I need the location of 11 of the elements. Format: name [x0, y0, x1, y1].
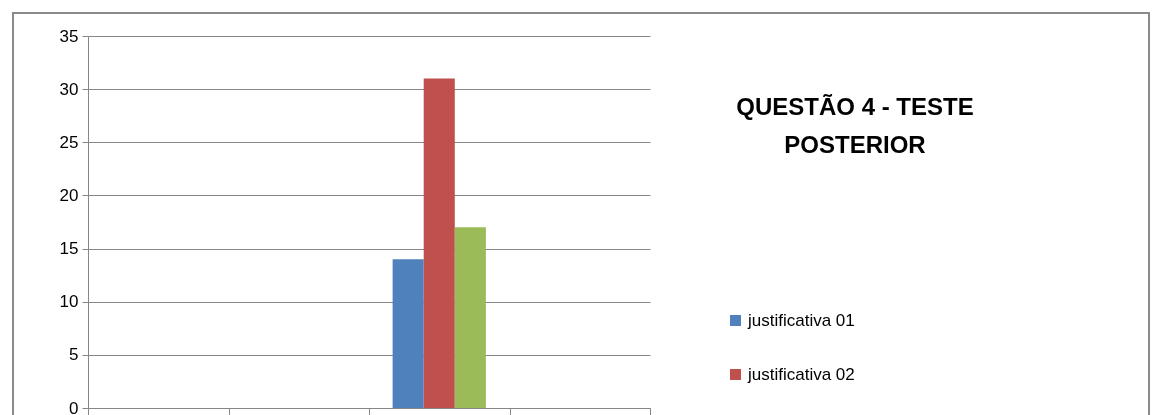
y-tick-label: 10: [59, 292, 79, 312]
y-tick-label: 5: [69, 345, 79, 365]
y-tick-label: 30: [59, 79, 79, 99]
legend-label: justificativa 02: [747, 364, 855, 384]
text: QUESTÃO 4 - TESTE POSTERIOR: [735, 92, 975, 160]
y-tick-label: 25: [59, 132, 79, 152]
y-tick-label: 20: [59, 185, 79, 205]
y-tick-label: 15: [59, 239, 79, 259]
y-tick-label: 35: [59, 26, 79, 46]
legend-label: justificativa 01: [747, 310, 855, 330]
y-tick-label: 0: [69, 398, 79, 415]
